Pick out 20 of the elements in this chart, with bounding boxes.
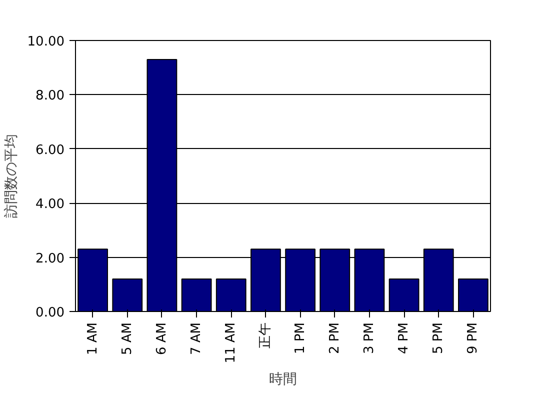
x-tick-label: 2 PM: [327, 322, 342, 354]
x-tick-label: 7 AM: [189, 322, 204, 356]
y-tick-label: 8.00: [36, 88, 65, 104]
x-tick-label: 11 AM: [224, 322, 239, 364]
y-tick-label: 6.00: [36, 142, 65, 158]
y-tick-label: 4.00: [36, 197, 65, 212]
x-tick-label: 9 PM: [466, 322, 481, 354]
y-tick-label: 2.00: [36, 251, 65, 266]
y-axis-title: 訪問数の平均: [3, 134, 20, 218]
y-tick-label: 0.00: [36, 306, 65, 320]
x-tick-label: 3 PM: [362, 322, 377, 354]
x-tick-label: 5 PM: [431, 322, 446, 354]
x-axis-title: 時間: [269, 371, 297, 388]
x-tick-label: 4 PM: [396, 322, 412, 354]
x-tick-label: 5 AM: [120, 322, 135, 356]
x-tick-label: 1 AM: [85, 322, 100, 356]
x-tick-label: 6 AM: [154, 322, 170, 356]
y-tick-label: 10.00: [27, 34, 64, 50]
x-tick-label: 1 PM: [292, 322, 308, 354]
x-tick-label: 正午: [258, 322, 274, 348]
